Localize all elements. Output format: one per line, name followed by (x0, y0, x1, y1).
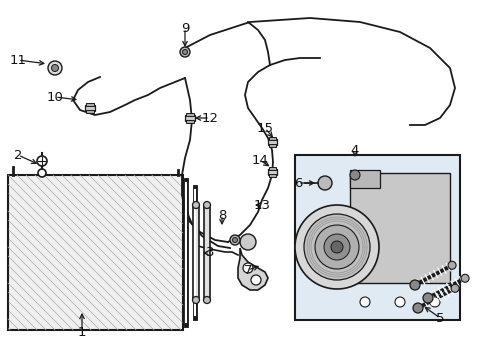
Circle shape (203, 202, 210, 208)
Text: 2: 2 (14, 149, 22, 162)
Circle shape (294, 205, 378, 289)
Polygon shape (238, 248, 267, 290)
Bar (203, 205, 209, 300)
Circle shape (48, 61, 62, 75)
Circle shape (180, 47, 190, 57)
Bar (268, 144, 275, 147)
Text: 9: 9 (181, 22, 189, 35)
Bar (268, 167, 275, 170)
Text: 11: 11 (9, 54, 26, 67)
Circle shape (304, 214, 369, 280)
Bar (8, 175, 183, 330)
Circle shape (250, 275, 261, 285)
Circle shape (422, 293, 432, 303)
Circle shape (229, 235, 240, 245)
Bar (268, 174, 275, 177)
Text: 8: 8 (217, 208, 226, 221)
Bar (86, 110, 94, 113)
Bar (349, 173, 449, 283)
Bar (349, 170, 379, 188)
Circle shape (203, 297, 210, 303)
Bar (86, 103, 94, 106)
Circle shape (182, 50, 187, 54)
Circle shape (38, 169, 46, 177)
Circle shape (314, 225, 358, 269)
Text: 4: 4 (350, 144, 359, 157)
Circle shape (409, 280, 419, 290)
Text: 12: 12 (201, 112, 218, 125)
Text: 7: 7 (243, 264, 252, 276)
Bar (185, 113, 194, 116)
Circle shape (412, 303, 422, 313)
Circle shape (359, 297, 369, 307)
Text: 1: 1 (78, 325, 86, 338)
Circle shape (349, 170, 359, 180)
Circle shape (460, 274, 468, 282)
Text: 6: 6 (293, 176, 302, 189)
Circle shape (240, 234, 256, 250)
Circle shape (243, 263, 252, 273)
Text: 10: 10 (46, 90, 63, 104)
Circle shape (450, 284, 458, 292)
Bar (185, 120, 194, 123)
Circle shape (232, 238, 237, 243)
Text: 14: 14 (251, 153, 268, 166)
Circle shape (51, 64, 59, 72)
Circle shape (330, 241, 342, 253)
Bar (268, 137, 275, 140)
Circle shape (192, 202, 199, 208)
Text: 15: 15 (256, 122, 273, 135)
Circle shape (37, 156, 47, 166)
Bar (184, 115, 195, 121)
Bar (267, 139, 276, 145)
Bar (193, 205, 199, 300)
Text: 3: 3 (205, 247, 214, 260)
Text: 13: 13 (253, 198, 270, 212)
Circle shape (394, 297, 404, 307)
Circle shape (429, 297, 439, 307)
Bar (267, 169, 276, 175)
Text: 5: 5 (435, 311, 443, 324)
Circle shape (317, 176, 331, 190)
Circle shape (447, 261, 455, 269)
Bar (294, 155, 459, 320)
Circle shape (192, 297, 199, 303)
Bar (85, 105, 95, 111)
Circle shape (324, 234, 349, 260)
